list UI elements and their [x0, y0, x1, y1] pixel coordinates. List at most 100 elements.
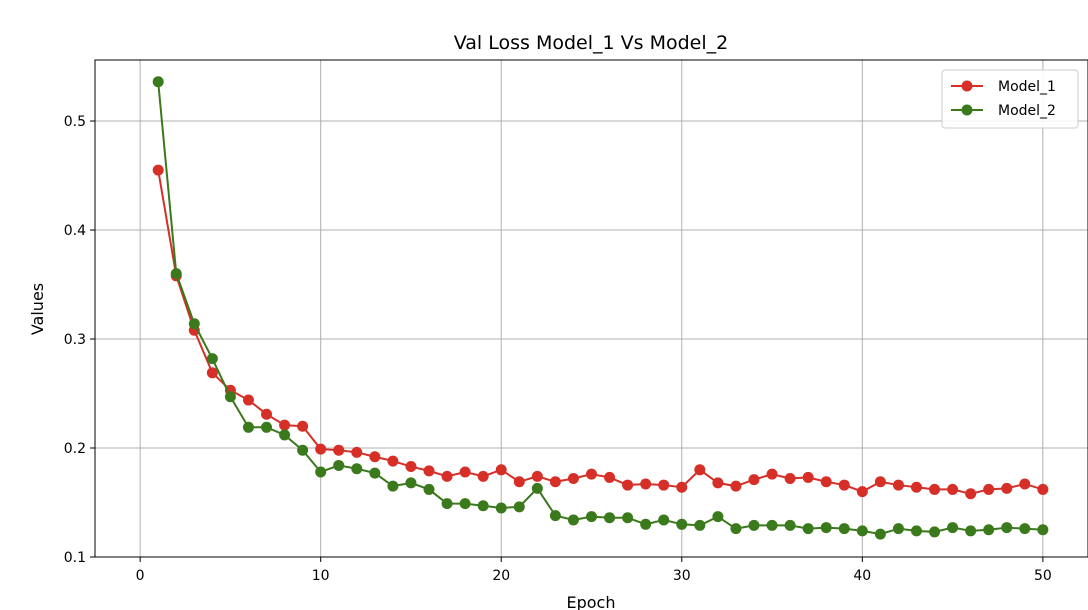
x-tick-label: 50 — [1034, 568, 1052, 584]
data-point — [279, 429, 291, 441]
y-tick-label: 0.5 — [64, 114, 86, 130]
y-tick-label: 0.3 — [64, 332, 86, 348]
x-tick-label: 0 — [136, 568, 145, 584]
data-point — [766, 468, 778, 480]
data-point — [983, 483, 995, 495]
y-tick-label: 0.2 — [64, 441, 86, 457]
data-point — [423, 483, 435, 495]
data-point — [965, 525, 977, 537]
data-point — [567, 473, 579, 485]
legend-swatch-marker — [961, 104, 973, 116]
data-point — [983, 524, 995, 536]
data-point — [712, 477, 724, 489]
series-line-model-2 — [157, 81, 1043, 536]
data-point — [892, 479, 904, 491]
data-point — [892, 523, 904, 535]
data-point — [279, 419, 291, 431]
y-axis-label: Values — [28, 283, 47, 335]
data-point — [1001, 482, 1013, 494]
data-point — [459, 466, 471, 478]
chart-title: Val Loss Model_1 Vs Model_2 — [454, 32, 728, 54]
data-point — [622, 512, 634, 524]
data-point — [297, 420, 309, 432]
data-point — [261, 408, 273, 420]
data-point — [640, 518, 652, 530]
data-point — [170, 268, 182, 280]
data-point — [387, 480, 399, 492]
data-point — [297, 444, 309, 456]
data-point — [405, 477, 417, 489]
data-point — [495, 502, 507, 514]
data-point — [206, 353, 218, 365]
data-point — [224, 391, 236, 403]
data-point — [874, 476, 886, 488]
data-point — [333, 444, 345, 456]
data-point — [820, 522, 832, 534]
data-point — [351, 446, 363, 458]
x-tick-label: 20 — [492, 568, 510, 584]
data-point — [188, 318, 200, 330]
data-point — [423, 465, 435, 477]
data-point — [694, 464, 706, 476]
data-point — [242, 394, 254, 406]
x-tick-label: 10 — [312, 568, 330, 584]
data-point — [604, 512, 616, 524]
data-point — [152, 164, 164, 176]
data-point — [929, 483, 941, 495]
data-point — [874, 528, 886, 540]
data-point — [495, 464, 507, 476]
data-point — [351, 463, 363, 475]
plot-frame — [94, 59, 1088, 558]
data-point — [459, 498, 471, 510]
data-point — [1001, 522, 1013, 534]
data-point — [712, 511, 724, 523]
legend-box — [941, 69, 1079, 129]
y-tick-label: 0.4 — [64, 223, 86, 239]
data-point — [586, 468, 597, 480]
data-point — [838, 523, 850, 535]
data-point — [1037, 524, 1049, 536]
data-point — [802, 523, 814, 535]
data-point — [856, 486, 868, 498]
data-point — [315, 466, 327, 478]
x-tick-label: 40 — [853, 568, 871, 584]
data-point — [766, 519, 778, 531]
data-point — [730, 523, 742, 535]
data-point — [333, 459, 345, 471]
axis-ticks: 0 10 20 30 40 50 0.1 0.2 0.3 0.4 0.5 — [64, 114, 1052, 584]
data-point — [640, 478, 652, 490]
data-point — [910, 525, 922, 537]
legend-label: Model_1 — [998, 79, 1056, 95]
data-point — [549, 510, 561, 522]
y-tick-label: 0.1 — [64, 550, 86, 566]
data-point — [152, 76, 164, 88]
data-point — [947, 483, 959, 495]
data-point — [531, 482, 543, 494]
data-point — [513, 476, 525, 488]
data-point — [405, 461, 417, 473]
data-point — [838, 479, 850, 491]
data-point — [910, 481, 922, 493]
data-point — [567, 514, 579, 526]
data-point — [477, 500, 489, 512]
data-point — [513, 501, 525, 513]
data-point — [604, 471, 616, 483]
data-point — [369, 467, 381, 479]
data-point — [622, 479, 634, 491]
data-point — [1037, 483, 1049, 495]
data-point — [441, 470, 453, 482]
data-point — [730, 480, 742, 492]
data-point — [315, 443, 327, 455]
data-point — [369, 451, 381, 463]
data-point — [748, 519, 760, 531]
series-layer — [152, 76, 1049, 540]
data-point — [658, 514, 670, 526]
legend-label: Model_2 — [998, 103, 1056, 119]
data-point — [965, 488, 977, 500]
data-point — [261, 421, 273, 433]
legend-swatch-marker — [961, 80, 973, 92]
legend: Model_1 Model_2 — [941, 69, 1079, 129]
data-point — [784, 473, 796, 485]
data-point — [802, 471, 814, 483]
